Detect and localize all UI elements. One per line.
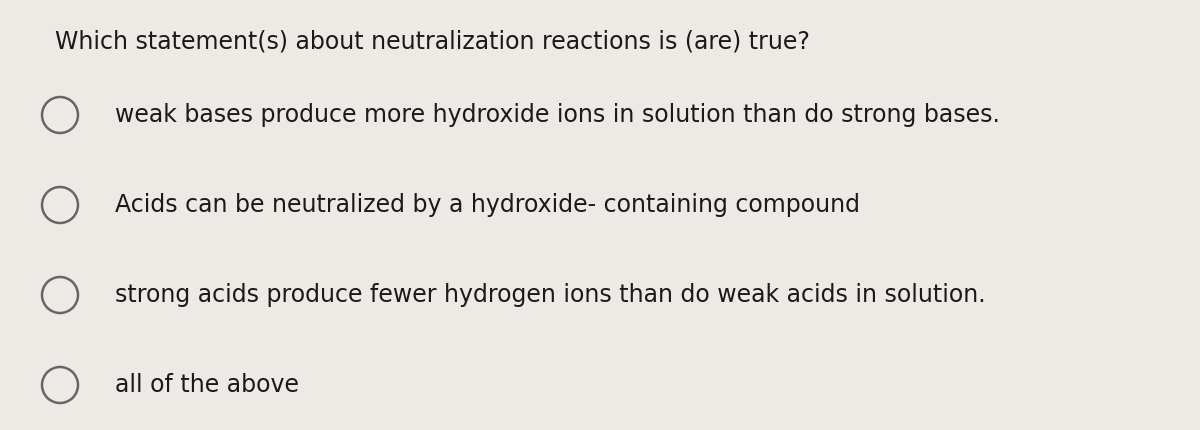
Text: weak bases produce more hydroxide ions in solution than do strong bases.: weak bases produce more hydroxide ions i… xyxy=(115,103,1000,127)
Text: Which statement(s) about neutralization reactions is (are) true?: Which statement(s) about neutralization … xyxy=(55,30,810,54)
Text: Acids can be neutralized by a hydroxide- containing compound: Acids can be neutralized by a hydroxide-… xyxy=(115,193,860,217)
Text: strong acids produce fewer hydrogen ions than do weak acids in solution.: strong acids produce fewer hydrogen ions… xyxy=(115,283,985,307)
Text: all of the above: all of the above xyxy=(115,373,299,397)
